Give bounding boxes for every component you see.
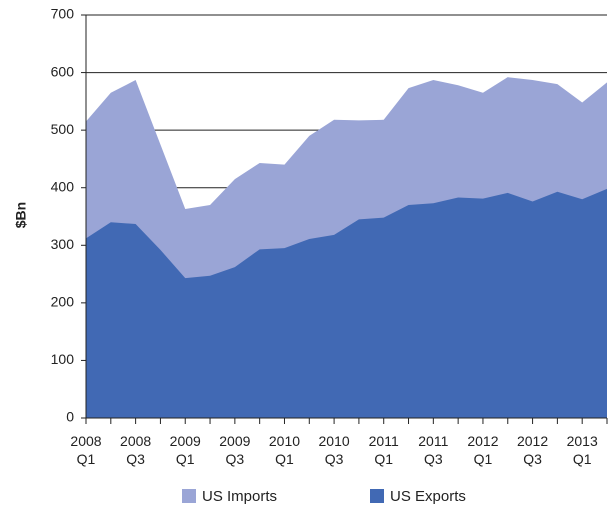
x-tick-label: 2008 Q1 <box>70 433 102 467</box>
legend-label: US Imports <box>202 488 277 505</box>
x-tick-label: 2010 Q3 <box>318 433 350 467</box>
legend-label: US Exports <box>390 488 466 505</box>
y-axis-label: $Bn <box>13 202 29 228</box>
x-tick-label: 2011 Q3 <box>418 433 449 467</box>
area <box>86 188 607 418</box>
x-tick-label: 2010 Q1 <box>268 433 301 467</box>
x-tick-label: 2012 Q3 <box>516 433 549 467</box>
y-tick-label: 0 <box>66 409 74 425</box>
y-tick-label: 300 <box>51 236 75 252</box>
legend-swatch <box>370 489 384 503</box>
y-tick-label: 500 <box>51 121 75 137</box>
legend-swatch <box>182 489 196 503</box>
x-tick-label: 2013 Q1 <box>566 433 598 467</box>
x-tick-label: 2009 Q3 <box>219 433 251 467</box>
y-tick-label: 700 <box>51 6 75 22</box>
x-tick-label: 2008 Q3 <box>120 433 152 467</box>
x-tick-label: 2011 Q1 <box>368 433 399 467</box>
y-tick-label: 600 <box>51 63 75 79</box>
y-tick-label: 400 <box>51 178 75 194</box>
y-tick-label: 100 <box>51 351 75 367</box>
x-tick-label: 2009 Q1 <box>169 433 201 467</box>
y-tick-label: 200 <box>51 294 75 310</box>
x-tick-label: 2012 Q1 <box>467 433 499 467</box>
